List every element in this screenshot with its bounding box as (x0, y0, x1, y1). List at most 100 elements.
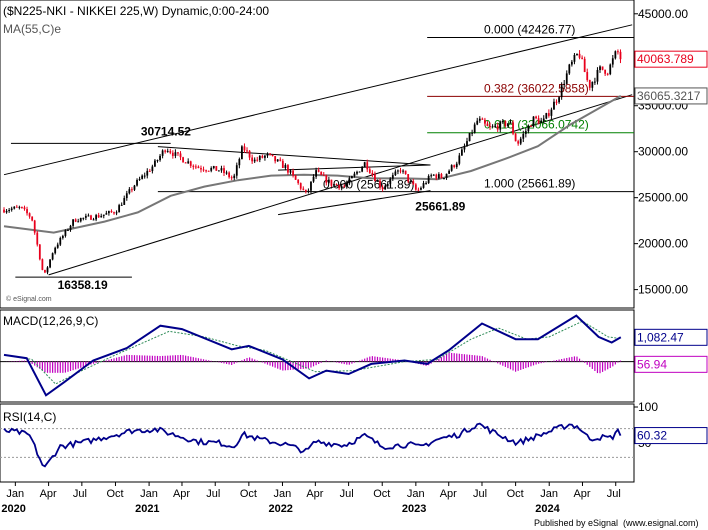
candle-body (435, 174, 438, 179)
candle-body (391, 175, 394, 179)
rsi-line (3, 422, 622, 468)
candle-body (338, 185, 341, 189)
candle-body (445, 173, 448, 179)
candle-body (578, 53, 581, 58)
x-axis-month-label: Jan (6, 488, 24, 500)
candle-body (281, 160, 284, 168)
candle-body (563, 83, 566, 86)
candle-body (294, 175, 297, 180)
x-axis-month-label: Jul (340, 488, 354, 500)
candle-body (512, 122, 514, 134)
candle-body (327, 179, 330, 183)
candle-body (307, 190, 310, 192)
x-axis-month-label: Apr (306, 488, 323, 500)
price-axis-label: 25000.00 (638, 191, 688, 205)
candle-body (601, 66, 604, 70)
x-axis-year-label: 2020 (1, 503, 25, 515)
x-axis-month-label: Jul (607, 488, 621, 500)
candle-body (269, 153, 271, 155)
fibonacci-levels: 0.000 (42426.77)0.382 (36022.5858)0.618 … (157, 22, 634, 193)
candle-body (197, 166, 200, 169)
candle-body (284, 165, 287, 168)
candle-body (248, 150, 251, 158)
candle-body (44, 269, 46, 273)
candle-body (522, 133, 525, 139)
candle-body (460, 149, 463, 156)
candle-body (530, 125, 532, 127)
candle-body (361, 167, 364, 172)
candle-body (509, 122, 512, 124)
candle-body (555, 101, 558, 103)
x-axis-month-label: Oct (507, 488, 524, 500)
rsi-axis-label: 100 (638, 400, 658, 414)
candle-body (276, 159, 279, 162)
candle-body (524, 131, 527, 134)
candle-body (427, 175, 430, 184)
candle-body (113, 212, 115, 214)
candle-body (274, 156, 277, 162)
x-axis-year-label: 2023 (402, 503, 426, 515)
candle-body (379, 180, 381, 188)
candle-body (215, 166, 218, 171)
candle-body (504, 121, 507, 126)
candle-body (200, 168, 202, 170)
candle-body (5, 210, 8, 213)
candle-body (26, 209, 28, 214)
candle-body (417, 189, 420, 191)
candle-body (261, 155, 264, 158)
candle-body (235, 165, 238, 176)
rsi-group: 5010060.32 (0, 400, 708, 468)
candle-body (463, 145, 466, 150)
esignal-watermark: © eSignal.com (6, 295, 52, 303)
candle-body (141, 175, 144, 179)
ma-value-label: 36065.3217 (637, 89, 701, 103)
candle-body (21, 206, 23, 208)
candle-body (56, 244, 59, 248)
candle-body (105, 213, 108, 215)
candle-body (28, 213, 31, 217)
candle-body (271, 154, 274, 157)
candle-body (384, 186, 387, 190)
candle-body (330, 179, 333, 186)
candle-body (205, 170, 207, 172)
candle-body (317, 170, 320, 172)
trendline (157, 146, 431, 166)
candle-body (251, 157, 254, 162)
candle-body (478, 118, 481, 121)
candle-body (333, 184, 335, 186)
candle-body (310, 181, 312, 191)
candle-body (591, 81, 594, 88)
candle-body (496, 125, 499, 130)
candle-body (36, 232, 39, 245)
candle-body (297, 179, 300, 184)
candle-body (358, 171, 361, 173)
candle-body (182, 157, 184, 163)
candle-body (107, 211, 110, 214)
candle-body (3, 209, 5, 213)
candle-body (87, 215, 90, 217)
candle-body (519, 138, 522, 144)
candle-body (348, 178, 351, 184)
x-axis-month-label: Apr (173, 488, 190, 500)
candle-body (576, 53, 578, 56)
candle-body (619, 51, 622, 60)
candle-body (79, 218, 82, 222)
trendline (48, 94, 633, 276)
candle-body (343, 186, 346, 188)
x-axis-month-label: Oct (373, 488, 390, 500)
candle-body (353, 173, 356, 177)
footer-copyright: (www.esignal.com) (623, 518, 699, 528)
candle-body (10, 208, 13, 210)
x-axis-month-label: Jul (73, 488, 87, 500)
candle-body (414, 184, 417, 190)
candle-body (560, 85, 563, 98)
trendline (278, 190, 431, 216)
price-candles (3, 49, 622, 275)
candle-body (374, 174, 376, 181)
candle-body (594, 81, 596, 83)
candle-body (82, 217, 85, 219)
candle-body (599, 66, 601, 71)
candle-body (279, 159, 282, 161)
candle-body (412, 181, 415, 185)
candle-body (33, 220, 36, 233)
